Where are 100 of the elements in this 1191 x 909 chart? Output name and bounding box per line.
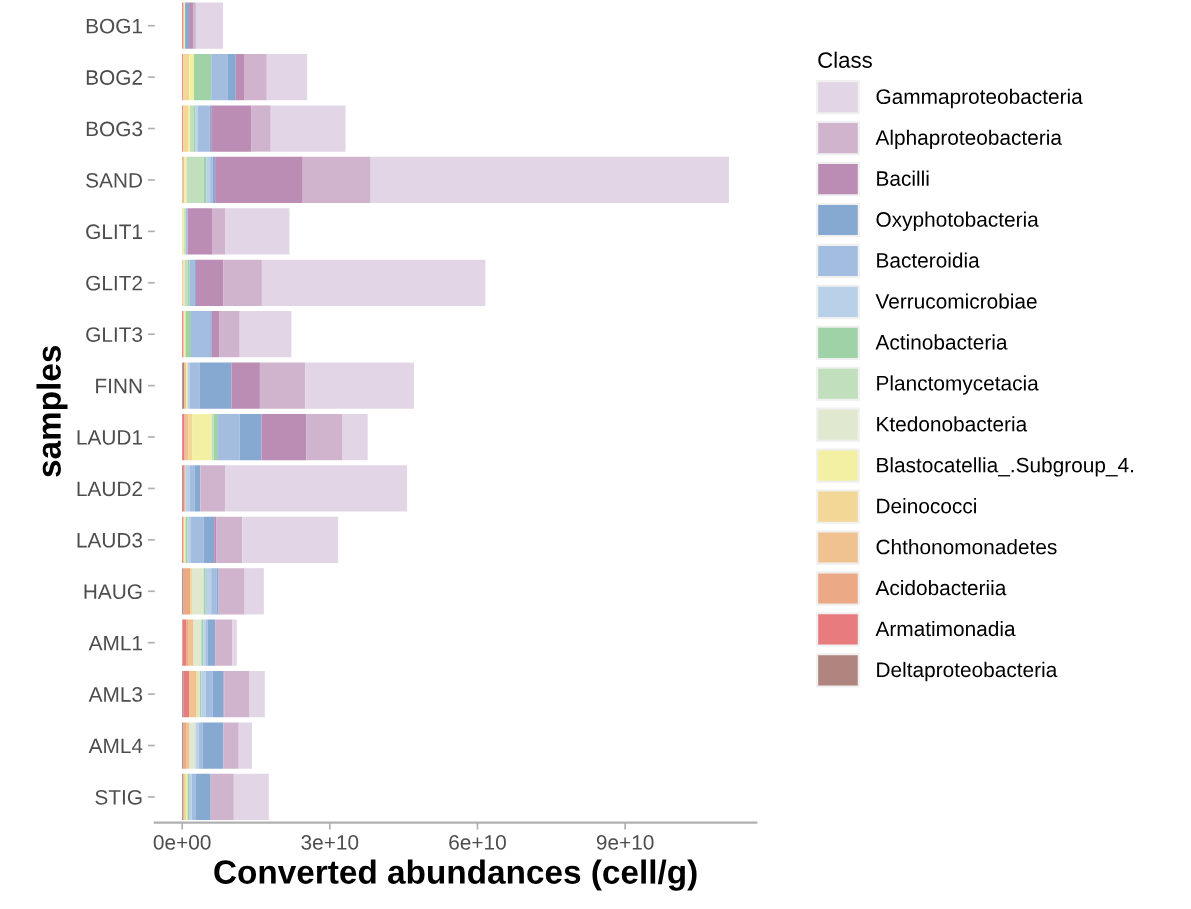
y-axis-title: samples bbox=[36, 345, 68, 477]
bar bbox=[223, 259, 262, 306]
y-tick-label: BOG3 bbox=[86, 121, 143, 137]
bar bbox=[200, 465, 226, 512]
x-tick-label: 0e+00 bbox=[153, 835, 211, 850]
bar bbox=[266, 53, 308, 101]
bar bbox=[183, 105, 189, 152]
bar bbox=[215, 619, 233, 666]
legend-label: Acidobacteriia bbox=[875, 579, 1007, 596]
bar bbox=[195, 722, 199, 769]
legend-label: Oxyphotobacteria bbox=[876, 211, 1039, 231]
bar bbox=[227, 53, 236, 101]
bar bbox=[212, 208, 226, 255]
bar bbox=[251, 105, 271, 152]
y-tick-label: AML1 bbox=[88, 635, 143, 651]
bar bbox=[189, 53, 194, 101]
y-tick-label: GLIT3 bbox=[86, 327, 143, 342]
legend-label: Blastocatellia_.Subgroup_4. bbox=[877, 457, 1134, 477]
bar bbox=[239, 311, 292, 358]
bar bbox=[194, 465, 201, 512]
bar bbox=[189, 670, 197, 718]
bar bbox=[238, 722, 253, 769]
bar bbox=[195, 2, 223, 49]
legend-label: Deltaproteobacteria bbox=[877, 661, 1058, 682]
bar bbox=[212, 670, 224, 718]
bar bbox=[197, 105, 210, 152]
bar bbox=[206, 156, 211, 204]
bar bbox=[211, 105, 252, 152]
bar bbox=[191, 568, 204, 615]
y-tick-label: GLIT1 bbox=[86, 224, 143, 240]
bar bbox=[193, 619, 202, 666]
bar bbox=[261, 259, 486, 306]
bar bbox=[232, 619, 237, 666]
x-tick-label: 3e+10 bbox=[301, 835, 359, 850]
bar bbox=[189, 259, 195, 306]
bar bbox=[185, 311, 192, 358]
y-tick-label: AML3 bbox=[88, 687, 143, 702]
legend-label: Chthonomonadetes bbox=[876, 539, 1057, 555]
legend-title: Class bbox=[818, 51, 872, 68]
y-tick-label: GLIT2 bbox=[86, 275, 142, 291]
bar bbox=[342, 413, 368, 461]
y-tick-label: BOG2 bbox=[86, 70, 142, 85]
legend-label: Armatimonadia bbox=[875, 620, 1016, 637]
bar bbox=[244, 53, 267, 101]
legend-label: Bacteroidia bbox=[877, 252, 980, 268]
bar bbox=[182, 619, 187, 666]
bar bbox=[218, 413, 240, 461]
bar bbox=[244, 568, 264, 615]
y-tick-label: BOG1 bbox=[86, 18, 143, 34]
y-tick-label: STIG bbox=[95, 789, 142, 805]
bar bbox=[261, 413, 307, 461]
y-tick-label: LAUD2 bbox=[77, 481, 142, 497]
bar bbox=[195, 773, 211, 821]
bar bbox=[215, 156, 303, 204]
bar bbox=[188, 619, 194, 666]
bar bbox=[305, 362, 414, 409]
bar bbox=[203, 516, 215, 563]
x-tick-label: 9e+10 bbox=[596, 835, 654, 850]
bar bbox=[306, 413, 343, 461]
bar bbox=[216, 516, 243, 563]
legend-label: Ktedonobacteria bbox=[877, 416, 1028, 432]
bar bbox=[183, 670, 190, 718]
bar bbox=[198, 722, 203, 769]
y-tick-label: HAUG bbox=[84, 584, 142, 600]
bar bbox=[187, 208, 213, 255]
legend-label: Deinococci bbox=[877, 498, 976, 514]
bar bbox=[186, 156, 204, 204]
y-tick-label: SAND bbox=[86, 172, 143, 188]
bar bbox=[195, 259, 224, 306]
bar bbox=[182, 413, 185, 461]
legend-label: Planctomycetacia bbox=[877, 375, 1039, 395]
bar bbox=[219, 311, 240, 358]
bar bbox=[242, 516, 339, 563]
bar bbox=[191, 516, 204, 563]
bar bbox=[302, 156, 371, 204]
bar bbox=[225, 465, 408, 512]
bar bbox=[259, 362, 306, 409]
y-tick-label: LAUD3 bbox=[77, 532, 143, 548]
bar bbox=[183, 568, 191, 615]
bar bbox=[189, 362, 200, 409]
bar bbox=[184, 413, 189, 461]
legend-label: Verrucomicrobiae bbox=[875, 293, 1037, 309]
bar bbox=[211, 53, 228, 101]
bar bbox=[233, 773, 269, 821]
bar bbox=[201, 670, 206, 718]
bar bbox=[235, 53, 245, 101]
bar bbox=[224, 670, 250, 718]
bar bbox=[231, 362, 260, 409]
bar bbox=[205, 670, 213, 718]
legend-label: Alphaproteobacteria bbox=[875, 129, 1062, 150]
bar bbox=[270, 105, 346, 152]
bar bbox=[239, 413, 262, 461]
bar bbox=[193, 53, 212, 101]
bar bbox=[211, 568, 217, 615]
bar bbox=[202, 722, 224, 769]
legend-label: Actinobacteria bbox=[875, 334, 1008, 350]
bar bbox=[185, 2, 190, 49]
bar bbox=[207, 619, 216, 666]
bar bbox=[213, 413, 219, 461]
x-tick-label: 6e+10 bbox=[449, 835, 506, 850]
